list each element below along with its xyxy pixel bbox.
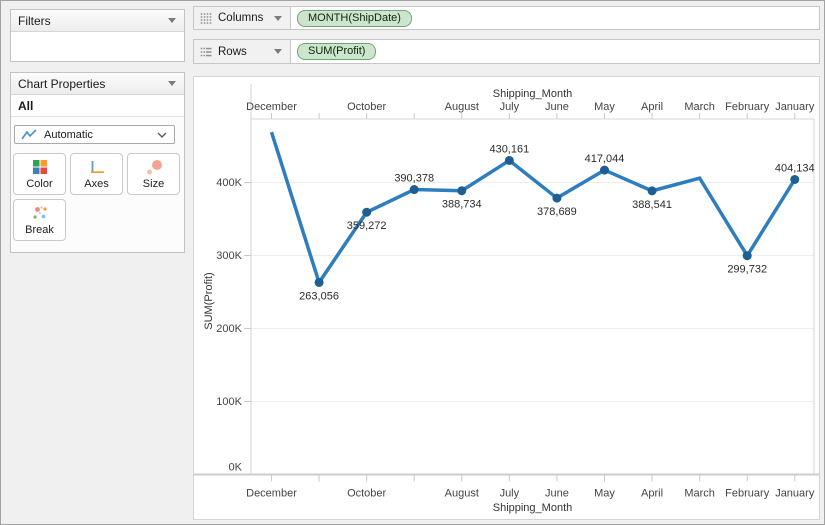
y-tick-label: 0K	[229, 462, 243, 474]
rows-shelf-title: Rows	[218, 45, 247, 58]
break-button-label: Break	[25, 223, 54, 236]
data-point-marker[interactable]	[790, 174, 800, 184]
filters-panel: Filters	[10, 9, 185, 62]
columns-shelf-label-area[interactable]: Columns	[194, 7, 291, 29]
columns-grid-icon	[200, 13, 212, 24]
data-point-label: 388,541	[632, 199, 672, 211]
data-point-marker[interactable]	[647, 186, 657, 196]
chart-panel: Shipping_Month Shipping_Month SUM(Profit) 0…	[193, 76, 820, 520]
axes-icon	[88, 159, 106, 176]
top-x-label: May	[594, 101, 615, 113]
chart-properties-body: Automatic Color	[11, 117, 184, 252]
data-point-marker[interactable]	[362, 207, 372, 217]
bottom-axis-title: Shipping_Month	[493, 502, 573, 514]
size-button-label: Size	[142, 177, 165, 190]
top-x-label: April	[641, 101, 663, 113]
top-x-label: February	[725, 101, 770, 113]
top-x-label: October	[347, 101, 386, 113]
data-point-label: 430,161	[489, 143, 529, 155]
bottom-x-label: March	[684, 488, 715, 500]
sheet-tab-all[interactable]: All	[11, 95, 184, 117]
color-button-label: Color	[26, 177, 53, 190]
size-icon	[145, 159, 163, 176]
top-axis-title: Shipping_Month	[493, 88, 573, 100]
y-tick-label: 300K	[216, 250, 242, 262]
rows-pill-area[interactable]: SUM(Profit)	[291, 40, 819, 63]
columns-shelf-title: Columns	[218, 12, 264, 24]
data-point-marker[interactable]	[314, 277, 324, 287]
field-pill-sum-profit[interactable]: SUM(Profit)	[297, 43, 377, 60]
data-point-label: 359,272	[347, 220, 387, 232]
chart-properties-title: Chart Properties	[18, 76, 106, 91]
break-icon	[31, 205, 49, 222]
filters-title: Filters	[18, 13, 51, 28]
size-button[interactable]: Size	[127, 153, 180, 195]
chevron-down-icon[interactable]	[274, 15, 282, 21]
chart-properties-panel: Chart Properties All Automatic	[10, 72, 185, 253]
field-pill-month-shipdate[interactable]: MONTH(ShipDate)	[297, 9, 412, 27]
axes-button[interactable]: Axes	[70, 153, 123, 195]
y-tick-label: 100K	[216, 396, 242, 408]
columns-shelf: Columns MONTH(ShipDate)	[193, 6, 820, 30]
data-point-marker[interactable]	[409, 185, 419, 195]
bottom-x-label: April	[641, 488, 663, 500]
rows-shelf: Rows SUM(Profit)	[193, 39, 820, 64]
rows-list-icon	[200, 47, 212, 56]
data-point-label: 299,732	[727, 264, 767, 276]
bottom-x-label: February	[725, 488, 770, 500]
chart-type-dropdown[interactable]: Automatic	[14, 125, 175, 144]
top-x-label: March	[684, 101, 715, 113]
data-point-label: 390,378	[394, 173, 434, 185]
chart-properties-header[interactable]: Chart Properties	[11, 73, 184, 95]
data-point-label: 417,044	[585, 153, 625, 165]
line-chart-icon	[21, 128, 37, 139]
filters-header[interactable]: Filters	[11, 10, 184, 32]
chart-tools: Color Axes	[13, 153, 185, 241]
y-axis-title: SUM(Profit)	[203, 272, 215, 329]
rows-shelf-label-area[interactable]: Rows	[194, 40, 291, 63]
chevron-down-icon	[157, 132, 167, 138]
data-point-label: 378,689	[537, 206, 577, 218]
bottom-x-label: January	[775, 488, 815, 500]
top-x-label: June	[545, 101, 569, 113]
data-point-label: 388,734	[442, 199, 482, 211]
chart-type-value: Automatic	[44, 128, 93, 141]
top-x-label: August	[445, 101, 479, 113]
top-x-label: December	[246, 101, 297, 113]
bottom-x-label: August	[445, 488, 479, 500]
filters-drop-zone[interactable]	[11, 32, 184, 61]
data-point-marker[interactable]	[552, 193, 562, 203]
profit-line-series	[269, 131, 797, 287]
columns-pill-area[interactable]: MONTH(ShipDate)	[291, 7, 819, 29]
y-tick-label: 200K	[216, 323, 242, 335]
chevron-down-icon[interactable]	[168, 81, 176, 86]
data-point-label: 404,134	[775, 162, 815, 174]
data-point-marker[interactable]	[504, 155, 514, 165]
data-point-marker[interactable]	[742, 251, 752, 261]
bottom-x-label: December	[246, 488, 297, 500]
bottom-x-label: July	[500, 488, 520, 500]
profit-by-shipping-month-line-chart: Shipping_Month Shipping_Month SUM(Profit) 0…	[194, 84, 819, 514]
break-button[interactable]: Break	[13, 199, 66, 241]
chevron-down-icon[interactable]	[168, 18, 176, 23]
bottom-x-label: May	[594, 488, 615, 500]
data-point-marker[interactable]	[599, 165, 609, 175]
color-button[interactable]: Color	[13, 153, 66, 195]
axes-button-label: Axes	[84, 177, 109, 190]
color-palette-icon	[32, 159, 48, 176]
chevron-down-icon[interactable]	[274, 49, 282, 54]
data-point-marker[interactable]	[457, 186, 467, 196]
top-x-label: January	[775, 101, 815, 113]
top-x-label: July	[500, 101, 520, 113]
y-tick-label: 400K	[216, 177, 242, 189]
bottom-x-label: June	[545, 488, 569, 500]
data-point-label: 263,056	[299, 290, 339, 302]
bottom-x-label: October	[347, 488, 386, 500]
